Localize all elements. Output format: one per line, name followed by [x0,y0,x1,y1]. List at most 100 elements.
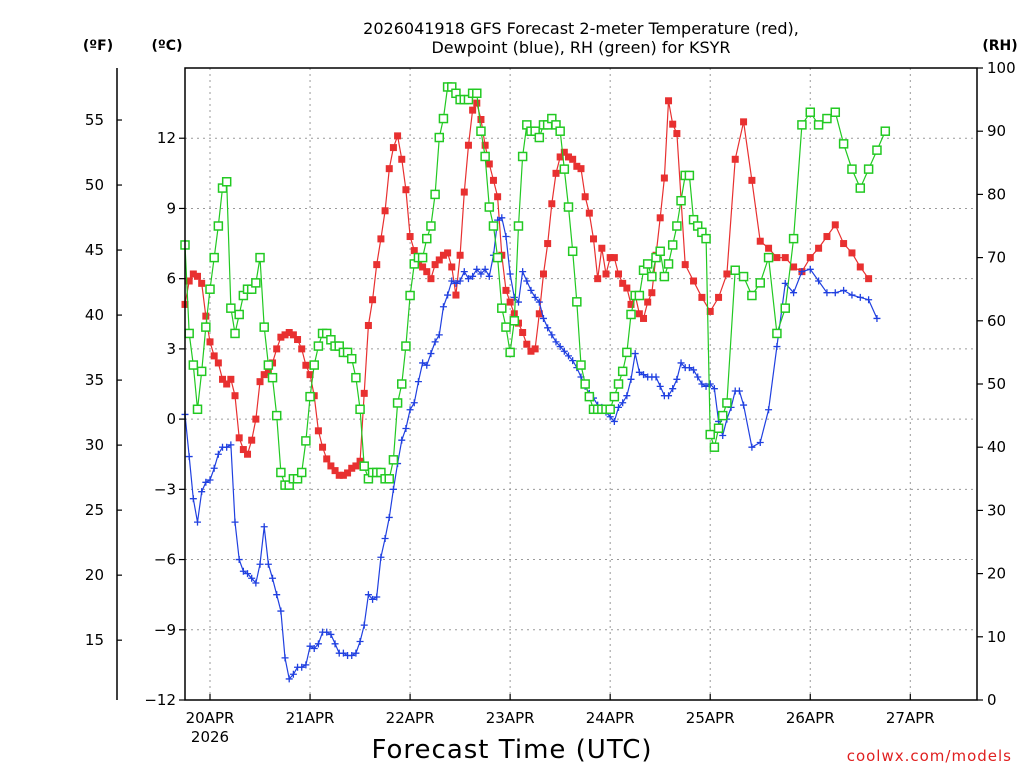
rh-point [559,164,570,174]
axes: −12 −9 −6 −3 0 3 6 9 12 15 20 25 30 35 40 45 50 55 0 10 20 30… [85,59,1016,746]
x-tick-label: 21APR [286,709,335,727]
temperature-point [206,338,214,346]
rh-tick-label: 40 [987,438,1006,456]
temperature-point [731,155,739,163]
dewpoint-point [281,654,289,662]
temperature-point [323,455,331,463]
rh-point [813,120,824,130]
temperature-point [556,153,564,161]
temperature-point [698,293,706,301]
temperature-point [823,233,831,241]
dewpoint-point [314,640,322,648]
x-axis-title: Forecast Time (UTC) [371,735,652,765]
temperature-point [419,263,427,271]
dewpoint-point [389,485,397,493]
dewpoint-point [865,296,873,304]
rh-point [384,474,395,484]
temperature-point [244,450,252,458]
rh-point [701,233,711,244]
temperature-point [773,254,781,262]
dewpoint-point [456,277,464,285]
x-tick-label: 25APR [686,709,735,727]
rh-point [434,132,445,143]
temperature-point [352,462,360,470]
temperature-point [231,392,239,400]
rh-point [405,290,415,301]
rh-point [534,132,545,143]
dewpoint-point [339,649,347,657]
dewpoint-point [535,298,543,306]
rh-tick-label: 0 [987,691,997,709]
dewpoint-point [669,385,677,393]
rh-point [397,379,407,389]
dewpoint-point [702,382,710,390]
dewpoint-point [735,387,743,395]
source-credit[interactable]: coolwx.com/models [847,747,1012,765]
temperature-point [348,464,356,472]
temperature-point [790,263,798,271]
rh-point [722,398,732,408]
dewpoint-point [256,560,264,568]
fahrenheit-tick-label: 20 [85,566,104,584]
rh-point [763,252,774,263]
temperature-point [410,247,418,255]
rh-point [572,297,582,307]
temperature-point [564,153,572,161]
celsius-unit-label: (ºC) [152,38,183,54]
dewpoint-point [665,392,673,400]
dewpoint-point [435,331,443,339]
temperature-point [577,165,585,173]
dewpoint-point [498,214,506,222]
temperature-point [815,244,823,252]
temperature-point [477,115,485,123]
rh-point [747,290,757,301]
temperature-point [740,118,748,126]
rh-point [234,309,244,320]
temperature-point [569,155,577,163]
temperature-point [356,457,364,465]
temperature-point [660,174,668,182]
rh-point [584,391,595,402]
dewpoint-point [298,663,306,671]
dewpoint-point [527,286,535,294]
celsius-tick-label: 6 [166,270,176,288]
temperature-point [339,471,347,479]
temperature-point [690,277,698,285]
dewpoint-point [873,314,881,322]
dewpoint-point [202,478,210,486]
dewpoint-point [523,277,531,285]
celsius-tick-label: 9 [166,199,176,217]
temperature-point [489,176,497,184]
temperature-point [448,263,456,271]
temperature-point [385,165,393,173]
dewpoint-point [210,464,218,472]
rh-point [201,322,211,332]
dewpoint-point [185,453,193,461]
dewpoint-point [285,675,293,683]
rh-point [772,328,782,339]
rh-point [259,322,269,332]
temperature-point [506,298,514,306]
rh-point [251,278,261,288]
rh-point [426,221,436,231]
temperature-point [581,193,589,201]
rh-point [209,252,219,263]
rh-point [230,328,240,339]
dewpoint-point [531,293,539,301]
rh-tick-label: 60 [987,312,1006,330]
temperature-point [673,130,681,138]
x-tick-label: 22APR [386,709,435,727]
temperature-point [360,389,368,397]
rh-point [863,164,874,174]
rh-point [497,303,507,313]
dewpoint-point [773,343,781,351]
temperature-point [627,300,635,308]
temperature-point [381,207,389,215]
fahrenheit-tick-label: 50 [85,176,104,194]
rh-point [472,88,482,99]
temperature-point [202,312,210,320]
fahrenheit-unit-label: (ºF) [83,38,113,54]
dewpoint-point [619,399,627,407]
rh-point [422,233,432,244]
